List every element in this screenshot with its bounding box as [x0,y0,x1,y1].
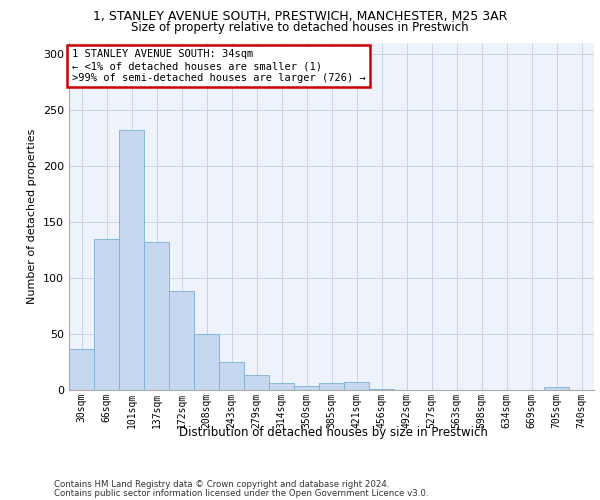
Bar [94,238,119,390]
Bar [344,382,369,390]
Bar [544,386,569,390]
Bar [369,389,394,390]
Text: Contains HM Land Registry data © Crown copyright and database right 2024.: Contains HM Land Registry data © Crown c… [54,480,389,489]
Bar [319,384,344,390]
Bar [269,384,294,390]
Text: Distribution of detached houses by size in Prestwich: Distribution of detached houses by size … [179,426,487,439]
Text: Contains public sector information licensed under the Open Government Licence v3: Contains public sector information licen… [54,488,428,498]
Text: 1, STANLEY AVENUE SOUTH, PRESTWICH, MANCHESTER, M25 3AR: 1, STANLEY AVENUE SOUTH, PRESTWICH, MANC… [93,10,507,23]
Text: 1 STANLEY AVENUE SOUTH: 34sqm
← <1% of detached houses are smaller (1)
>99% of s: 1 STANLEY AVENUE SOUTH: 34sqm ← <1% of d… [71,50,365,82]
Bar [144,242,169,390]
Text: Size of property relative to detached houses in Prestwich: Size of property relative to detached ho… [131,21,469,34]
Bar [194,334,219,390]
Bar [119,130,144,390]
Y-axis label: Number of detached properties: Number of detached properties [28,128,37,304]
Bar [219,362,244,390]
Bar [169,292,194,390]
Bar [244,376,269,390]
Bar [69,348,94,390]
Bar [294,386,319,390]
